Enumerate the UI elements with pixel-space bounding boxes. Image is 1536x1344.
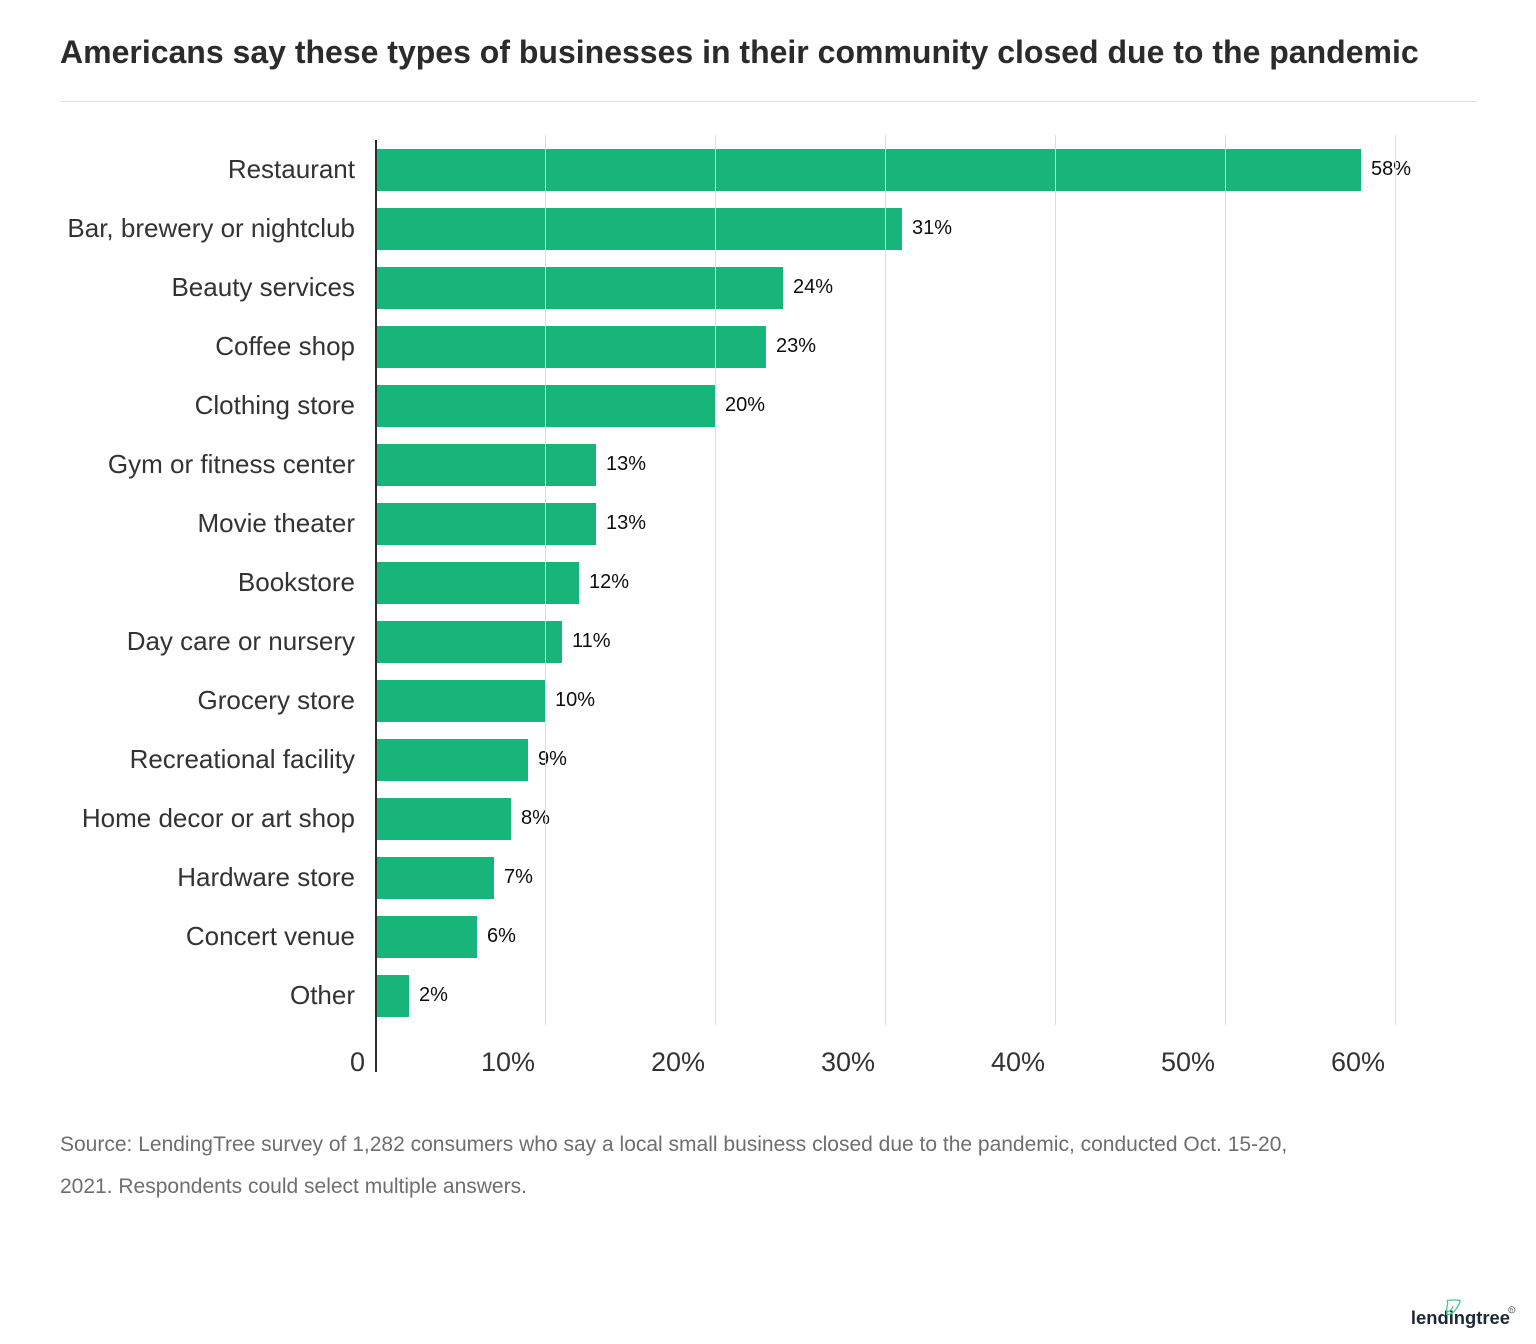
svg-text:R: R [1510, 1307, 1514, 1313]
svg-text:lendingtree: lendingtree [1411, 1307, 1510, 1328]
